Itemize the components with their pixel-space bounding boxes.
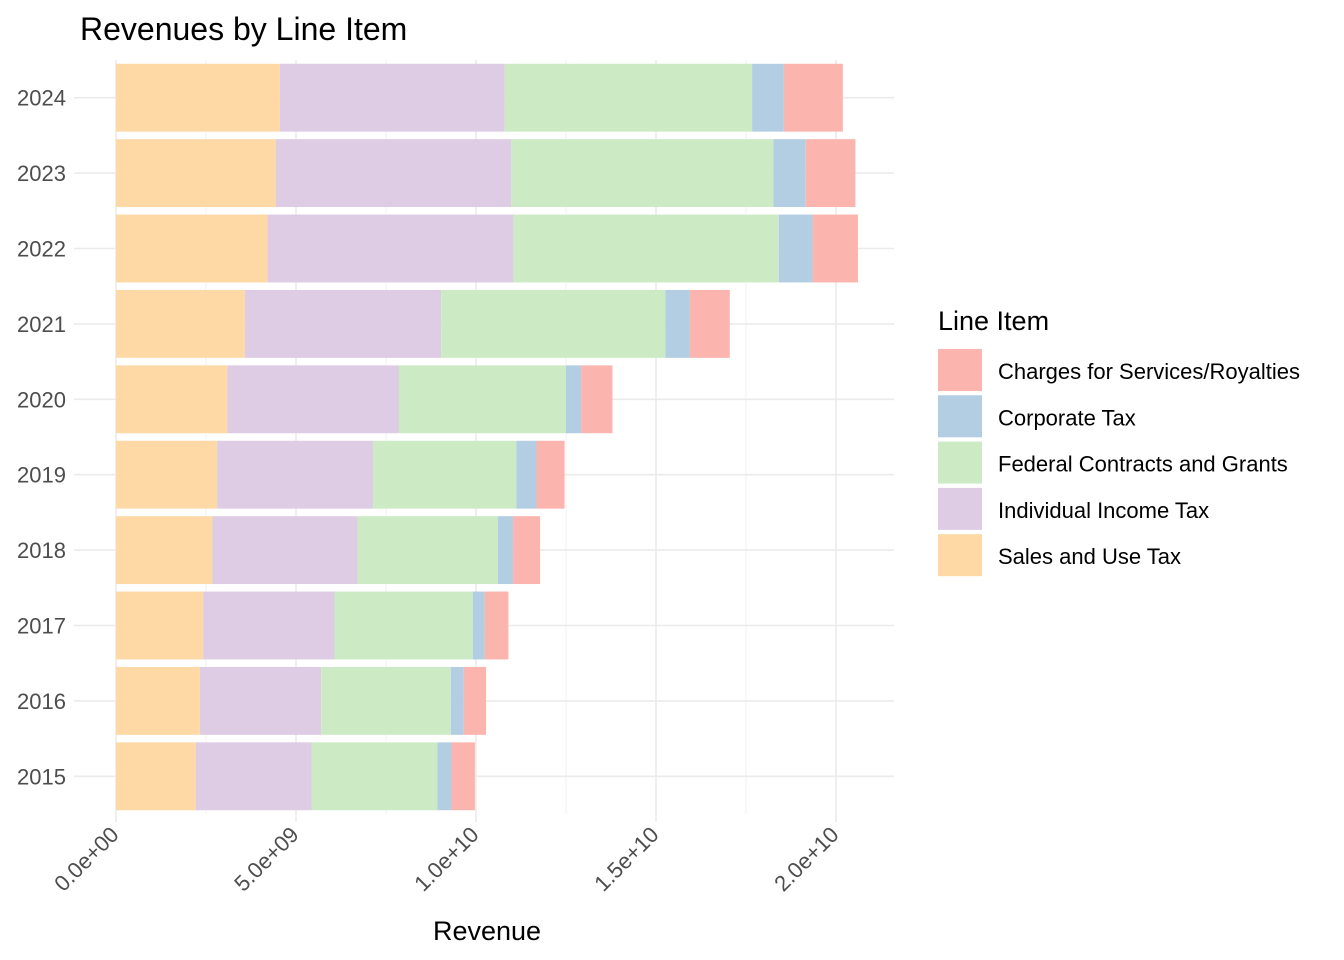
bar-segment-individual-income-tax-2023 xyxy=(275,139,512,208)
bar-segment-corporate-tax-2024 xyxy=(752,63,784,132)
bar-segment-sales-and-use-tax-2019 xyxy=(116,440,218,509)
legend-label: Individual Income Tax xyxy=(998,498,1209,523)
x-axis: 0.0e+00 5.0e+09 1.0e+10 1.5e+10 2.0e+10 xyxy=(49,814,844,896)
y-tick-label: 2022 xyxy=(17,237,66,262)
y-axis: 2015 2016 2017 2018 2019 2020 2021 2022 2023 2024 xyxy=(17,86,80,789)
bar-segment-federal-contracts-and-grants-2024 xyxy=(504,63,753,132)
bar-segment-sales-and-use-tax-2024 xyxy=(116,63,280,132)
bar-segment-federal-contracts-and-grants-2020 xyxy=(398,365,566,434)
legend-key-corporate-tax xyxy=(938,395,982,438)
legend-key-federal-contracts-and-grants xyxy=(938,441,982,484)
bar-segment-sales-and-use-tax-2021 xyxy=(116,289,245,358)
bar-segment-sales-and-use-tax-2015 xyxy=(116,742,196,811)
bar-segment-corporate-tax-2020 xyxy=(566,365,582,434)
legend-label: Corporate Tax xyxy=(998,405,1136,430)
y-tick-label: 2021 xyxy=(17,312,66,337)
bar-segment-charges-for-services-royalties-2022 xyxy=(812,214,858,283)
y-tick-label: 2018 xyxy=(17,538,66,563)
bar-segment-individual-income-tax-2020 xyxy=(227,365,399,434)
bar-segment-sales-and-use-tax-2022 xyxy=(116,214,268,283)
legend-key-charges-for-services-royalties xyxy=(938,349,982,391)
x-tick-label: 2.0e+10 xyxy=(769,822,843,896)
x-tick-label: 1.5e+10 xyxy=(589,822,663,896)
bar-segment-charges-for-services-royalties-2015 xyxy=(451,742,475,811)
x-tick-label: 0.0e+00 xyxy=(49,822,123,896)
y-tick-label: 2020 xyxy=(17,387,66,412)
y-tick-label: 2019 xyxy=(17,463,66,488)
bar-segment-charges-for-services-royalties-2023 xyxy=(805,139,856,208)
bar-segment-federal-contracts-and-grants-2021 xyxy=(441,289,666,358)
legend-label: Charges for Services/Royalties xyxy=(998,359,1300,384)
chart-title: Revenues by Line Item xyxy=(80,11,407,47)
bar-segment-sales-and-use-tax-2017 xyxy=(116,591,204,660)
bar-segment-corporate-tax-2015 xyxy=(437,742,452,811)
y-tick-label: 2023 xyxy=(17,161,66,186)
bar-segment-individual-income-tax-2017 xyxy=(203,591,335,660)
bar-segment-individual-income-tax-2015 xyxy=(195,742,312,811)
bar-segment-corporate-tax-2019 xyxy=(516,440,537,509)
bar-segment-charges-for-services-royalties-2019 xyxy=(536,440,565,509)
legend-label: Federal Contracts and Grants xyxy=(998,452,1288,477)
legend-title: Line Item xyxy=(938,306,1049,336)
x-axis-title: Revenue xyxy=(433,916,541,946)
bar-segment-federal-contracts-and-grants-2019 xyxy=(373,440,517,509)
legend-label: Sales and Use Tax xyxy=(998,544,1181,569)
y-tick-label: 2017 xyxy=(17,614,66,639)
bar-segment-individual-income-tax-2016 xyxy=(199,666,322,735)
y-tick-label: 2024 xyxy=(17,86,66,111)
x-tick-label: 1.0e+10 xyxy=(409,822,483,896)
bar-segment-sales-and-use-tax-2016 xyxy=(116,666,200,735)
bar-segment-federal-contracts-and-grants-2017 xyxy=(334,591,473,660)
bar-segment-charges-for-services-royalties-2024 xyxy=(783,63,843,132)
bar-segment-sales-and-use-tax-2020 xyxy=(116,365,228,434)
bar-segment-individual-income-tax-2019 xyxy=(217,440,374,509)
legend-key-sales-and-use-tax xyxy=(938,534,982,577)
bar-segment-federal-contracts-and-grants-2018 xyxy=(357,516,498,585)
bar-segment-charges-for-services-royalties-2020 xyxy=(581,365,613,434)
bar-segment-individual-income-tax-2021 xyxy=(244,289,442,358)
bar-segment-corporate-tax-2018 xyxy=(497,516,514,585)
bar-segment-corporate-tax-2023 xyxy=(773,139,806,208)
bar-segment-corporate-tax-2022 xyxy=(778,214,813,283)
bar-segment-corporate-tax-2017 xyxy=(472,591,485,660)
bar-segment-individual-income-tax-2024 xyxy=(279,63,505,132)
legend: Line Item Charges for Services/Royalties… xyxy=(938,306,1300,577)
bar-segment-charges-for-services-royalties-2017 xyxy=(484,591,509,660)
bar-segment-corporate-tax-2021 xyxy=(665,289,690,358)
bar-segment-charges-for-services-royalties-2021 xyxy=(689,289,730,358)
y-tick-label: 2016 xyxy=(17,689,66,714)
y-tick-label: 2015 xyxy=(17,764,66,789)
bar-segment-charges-for-services-royalties-2018 xyxy=(513,516,541,585)
bar-segment-federal-contracts-and-grants-2015 xyxy=(311,742,438,811)
x-tick-label: 5.0e+09 xyxy=(229,822,303,896)
bar-segment-sales-and-use-tax-2023 xyxy=(116,139,276,208)
bar-segment-corporate-tax-2016 xyxy=(450,666,464,735)
bar-segment-individual-income-tax-2022 xyxy=(267,214,514,283)
legend-key-individual-income-tax xyxy=(938,487,982,530)
bar-segment-federal-contracts-and-grants-2023 xyxy=(511,139,774,208)
bar-segment-federal-contracts-and-grants-2022 xyxy=(513,214,779,283)
bar-segment-individual-income-tax-2018 xyxy=(212,516,358,585)
bar-segment-federal-contracts-and-grants-2016 xyxy=(321,666,451,735)
bar-segment-charges-for-services-royalties-2016 xyxy=(463,666,487,735)
bars-layer xyxy=(116,63,858,811)
bar-segment-sales-and-use-tax-2018 xyxy=(116,516,213,585)
